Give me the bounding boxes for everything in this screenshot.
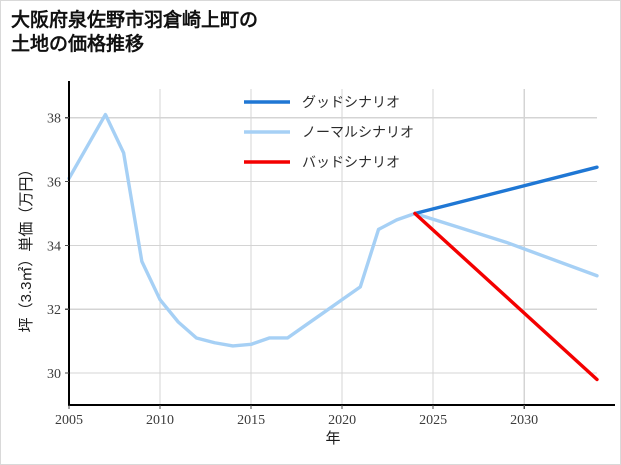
x-tick-label: 2010 [146, 413, 174, 428]
legend-label-バッドシナリオ: バッドシナリオ [302, 154, 400, 170]
series-line-ノーマルシナリオ [67, 112, 599, 348]
y-tick-label: 36 [47, 176, 61, 191]
page-title: 大阪府泉佐野市羽倉崎上町の 土地の価格推移 [11, 10, 259, 56]
x-tick-label: 2030 [510, 413, 538, 428]
y-tick-label: 30 [47, 367, 61, 382]
legend-label-グッドシナリオ: グッドシナリオ [302, 94, 400, 110]
x-tick-label: 2020 [328, 413, 356, 428]
x-tick-label: 2005 [55, 413, 83, 428]
x-axis-title: 年 [325, 430, 340, 447]
x-tick-label: 2025 [419, 413, 447, 428]
y-tick-label: 32 [47, 303, 61, 318]
series-line-バッドシナリオ [413, 211, 599, 382]
y-tick-label: 34 [47, 239, 61, 254]
x-tick-label: 2015 [237, 413, 265, 428]
series-line-グッドシナリオ [413, 165, 599, 216]
y-tick-label: 38 [47, 112, 61, 127]
y-axis-title: 坪（3.3㎡）単価（万円） [18, 162, 35, 333]
legend-label-ノーマルシナリオ: ノーマルシナリオ [302, 124, 414, 140]
